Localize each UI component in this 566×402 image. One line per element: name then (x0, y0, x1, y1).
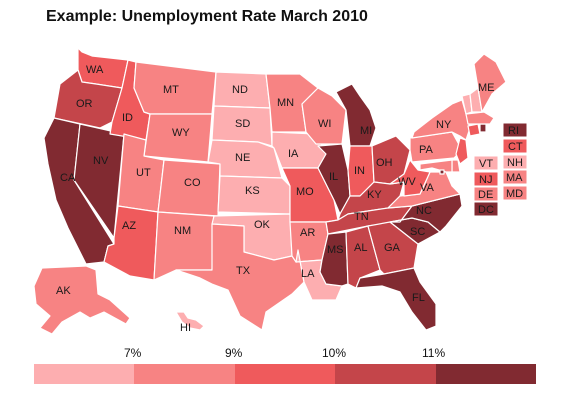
legend-swatch-1 (34, 364, 135, 384)
state-NJ (455, 137, 469, 165)
legend-tick-10: 10% (322, 346, 347, 360)
small-state-boxes (473, 122, 528, 217)
box-DE (473, 186, 499, 202)
label-GA: GA (384, 242, 401, 254)
label-TN: TN (354, 211, 369, 223)
state-TX (175, 223, 305, 331)
label-KY: KY (367, 189, 382, 201)
box-NH (502, 154, 528, 170)
state-FL (355, 267, 437, 331)
label-NH: NH (507, 157, 523, 169)
box-NJ (473, 171, 499, 187)
label-DE: DE (478, 189, 493, 201)
label-NY: NY (436, 119, 452, 131)
state-HI (175, 311, 205, 331)
legend-tick-9: 9% (225, 346, 243, 360)
label-MD: MD (506, 188, 523, 200)
state-RI (479, 123, 487, 133)
label-MS: MS (327, 244, 344, 256)
label-RI: RI (508, 125, 519, 137)
state-DE (451, 159, 461, 173)
label-ND: ND (232, 84, 248, 96)
state-WV (389, 159, 431, 197)
label-ME: ME (478, 82, 495, 94)
label-DC: DC (478, 204, 494, 216)
state-AK (33, 265, 131, 335)
label-CO: CO (184, 177, 201, 189)
label-ID: ID (122, 112, 133, 124)
label-CA: CA (60, 172, 76, 184)
label-VT: VT (479, 158, 493, 170)
label-WV: WV (398, 176, 416, 188)
label-OR: OR (76, 98, 93, 110)
label-NV: NV (93, 155, 109, 167)
label-FL: FL (412, 292, 425, 304)
label-MI: MI (360, 125, 372, 137)
legend-swatch-2 (134, 364, 235, 384)
label-NM: NM (174, 225, 191, 237)
box-VT (473, 155, 499, 171)
legend-tick-11: 11% (422, 346, 446, 360)
map-title: Example: Unemployment Rate March 2010 (46, 8, 368, 25)
label-LA: LA (301, 268, 315, 280)
label-OH: OH (376, 157, 393, 169)
label-PA: PA (419, 144, 434, 156)
label-MO: MO (296, 186, 314, 198)
state-DC (439, 169, 445, 175)
label-AK: AK (56, 285, 71, 297)
state-WI (301, 87, 347, 145)
label-NC: NC (416, 205, 432, 217)
state-MI (335, 83, 377, 147)
label-OK: OK (254, 219, 271, 231)
label-AR: AR (300, 227, 315, 239)
box-RI (502, 122, 528, 138)
label-TX: TX (236, 265, 251, 277)
label-SD: SD (235, 118, 250, 130)
label-VA: VA (420, 182, 435, 194)
legend-swatch-3 (234, 364, 336, 384)
label-MA: MA (506, 172, 523, 184)
state-MD (419, 159, 453, 173)
label-IL: IL (329, 171, 338, 183)
label-HI: HI (180, 322, 191, 334)
label-IA: IA (288, 148, 299, 160)
label-WA: WA (86, 64, 104, 76)
label-UT: UT (136, 167, 151, 179)
label-NE: NE (235, 152, 250, 164)
label-WY: WY (172, 127, 190, 139)
legend-color-bar (34, 364, 537, 384)
state-labels: WA OR CA NV ID MT WY UT AZ CO NM ND SD N… (56, 64, 523, 334)
state-NY (411, 99, 471, 141)
label-CT: CT (508, 141, 523, 153)
legend-tick-7: 7% (124, 346, 142, 360)
state-MA (465, 111, 495, 125)
label-WI: WI (318, 118, 331, 130)
label-SC: SC (410, 226, 425, 238)
label-NJ: NJ (479, 174, 492, 186)
label-IN: IN (354, 165, 365, 177)
label-AZ: AZ (122, 220, 136, 232)
state-CT (467, 123, 481, 137)
legend-swatch-5 (435, 364, 537, 384)
label-AL: AL (354, 242, 367, 254)
box-MA (502, 169, 528, 185)
label-MT: MT (163, 84, 179, 96)
state-ME (473, 53, 507, 113)
label-KS: KS (245, 185, 260, 197)
box-MD (502, 185, 528, 201)
label-MN: MN (277, 97, 294, 109)
box-CT (502, 138, 528, 154)
legend-swatch-4 (335, 364, 436, 384)
state-shapes (33, 47, 507, 335)
box-DC (473, 201, 499, 217)
